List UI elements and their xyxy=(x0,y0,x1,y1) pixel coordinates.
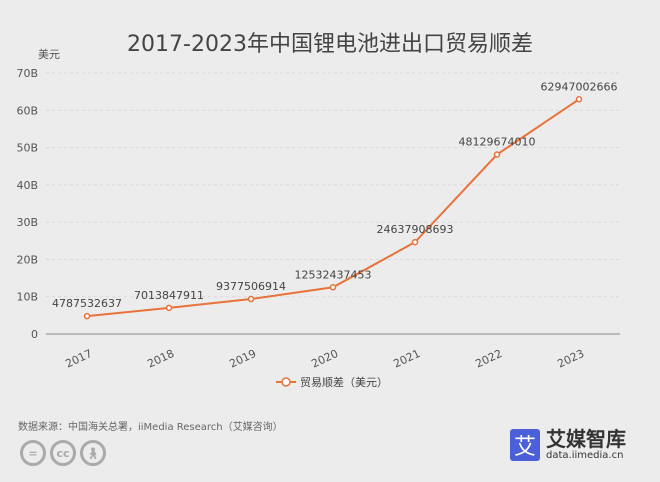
data-label: 9377506914 xyxy=(216,280,286,293)
data-label: 62947002666 xyxy=(541,80,618,93)
data-point xyxy=(247,295,255,303)
y-tick-label: 40B xyxy=(16,179,38,192)
logo-name: 艾媒智库 xyxy=(546,427,626,451)
data-label: 12532437453 xyxy=(295,268,372,281)
x-tick-label: 2017 xyxy=(63,347,94,371)
legend-marker xyxy=(281,377,291,387)
data-label: 4787532637 xyxy=(52,297,122,310)
legend-label: 贸易顺差（美元） xyxy=(300,375,388,389)
data-point xyxy=(575,96,583,103)
x-tick-label: 2019 xyxy=(227,347,258,371)
data-point xyxy=(329,284,337,291)
y-tick-label: 10B xyxy=(16,291,38,304)
y-tick-label: 0 xyxy=(31,328,38,341)
y-axis-label: 美元 xyxy=(38,48,60,61)
data-point xyxy=(493,151,501,158)
cc-icon: cc xyxy=(50,440,76,466)
x-tick-label: 2021 xyxy=(391,347,422,371)
x-tick-label: 2018 xyxy=(145,347,176,371)
chart-title: 2017-2023年中国锂电池进出口贸易顺差 xyxy=(127,32,533,57)
y-tick-label: 50B xyxy=(16,142,38,155)
y-tick-label: 70B xyxy=(16,67,38,80)
logo-url: data.iimedia.cn xyxy=(546,450,624,461)
logo-mark: 艾 xyxy=(510,428,540,461)
series-line xyxy=(86,98,580,318)
data-point xyxy=(165,304,173,312)
x-tick-label: 2023 xyxy=(555,347,586,371)
person-icon: 🚶︎ xyxy=(80,440,106,466)
data-point xyxy=(83,312,91,320)
data-label: 7013847911 xyxy=(134,289,204,302)
y-tick-label: 20B xyxy=(16,253,38,266)
logo: 艾 艾媒智库 data.iimedia.cn xyxy=(510,428,626,461)
equal-icon: = xyxy=(20,440,46,466)
source-note: 数据来源：中国海关总署，iiMedia Research（艾媒咨询） xyxy=(18,422,283,433)
data-label: 48129674010 xyxy=(459,136,536,149)
x-tick-label: 2022 xyxy=(473,347,504,371)
y-tick-label: 30B xyxy=(16,216,38,229)
data-point xyxy=(411,238,419,246)
y-tick-label: 60B xyxy=(16,104,38,117)
cc-license: = cc 🚶︎ xyxy=(20,440,106,466)
x-tick-label: 2020 xyxy=(309,347,340,371)
data-label: 24637908693 xyxy=(377,223,454,236)
line-chart: 美元 0 10B 20B 30B 40B 50B 60B 70B 2017 2018 2019 2020… xyxy=(16,48,620,389)
